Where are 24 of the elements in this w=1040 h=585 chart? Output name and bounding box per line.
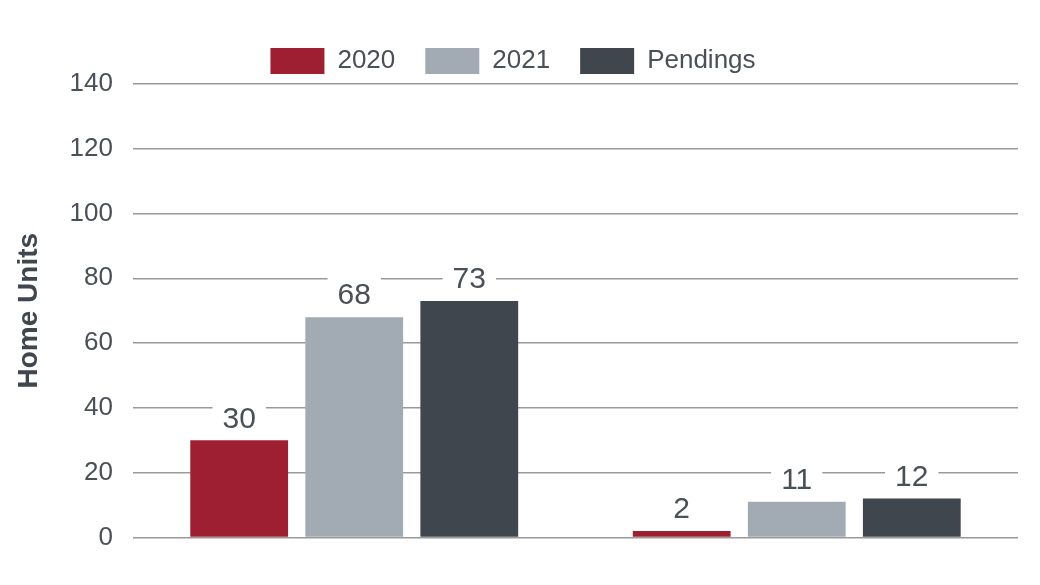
bar — [862, 498, 961, 537]
y-tick-label: 60 — [84, 326, 113, 357]
bar — [305, 317, 404, 537]
data-label: 11 — [781, 462, 813, 496]
y-axis-title: Home Units — [11, 232, 43, 389]
y-tick-label: 0 — [98, 520, 113, 551]
y-tick-label: 20 — [84, 455, 113, 486]
bar — [420, 300, 519, 537]
legend-label: Pendings — [647, 44, 756, 75]
y-tick-label: 40 — [84, 391, 113, 422]
data-label: 12 — [895, 458, 929, 492]
data-label: 73 — [452, 261, 486, 295]
bar — [632, 530, 731, 537]
bar — [747, 501, 846, 537]
y-tick-label: 80 — [84, 261, 113, 292]
data-label: 2 — [673, 491, 691, 525]
bar — [190, 440, 289, 537]
y-tick-label: 100 — [69, 196, 113, 227]
data-label: 68 — [337, 277, 371, 311]
data-label: 30 — [222, 400, 256, 434]
y-tick-label: 120 — [69, 131, 113, 162]
legend-label: 2020 — [337, 44, 396, 75]
y-tick-label: 140 — [69, 67, 113, 98]
legend-label: 2021 — [492, 44, 551, 75]
